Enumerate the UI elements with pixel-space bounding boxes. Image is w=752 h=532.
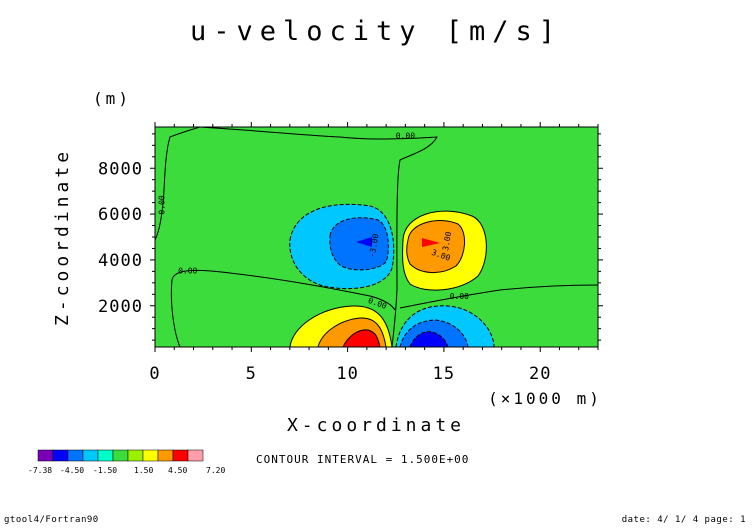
- zero-contours: [154, 126, 599, 348]
- chart-title: u-velocity [m/s]: [190, 16, 562, 47]
- zero-contour-mid: [170, 269, 396, 348]
- colorbar-swatch: [112, 449, 129, 462]
- upper-positive-cell: [402, 210, 487, 291]
- y-axis-label: Z-coordinate: [52, 148, 73, 326]
- contour-fill-darkblue: [356, 237, 372, 247]
- x-axis-ticks: 0 5 10 15 20: [149, 122, 551, 384]
- contour-label: -3.00: [368, 233, 381, 258]
- colorbar-swatch: [97, 449, 114, 462]
- colorbar-swatch: [127, 449, 144, 462]
- zero-contour-right-mid: [399, 284, 599, 309]
- contour-plot-area: 0.000.000.000.00 0.00-3.00 3.003.00: [152, 124, 601, 350]
- x-tick-label: 15: [433, 364, 455, 384]
- x-tick-label: 5: [246, 364, 257, 384]
- colorbar-swatch: [172, 449, 189, 462]
- colorbar-swatch: [187, 449, 204, 462]
- zero-contour-top: [199, 126, 438, 348]
- colorbar-label: -4.50: [60, 466, 84, 475]
- y-axis-ticks: 2000 4000 6000 8000: [98, 159, 603, 317]
- y-tick-label: 8000: [98, 159, 143, 179]
- colorbar-label: 1.50: [134, 466, 153, 475]
- contour-label: 0.00: [158, 195, 167, 214]
- colorbar-swatch: [52, 449, 69, 462]
- contour-fill-red-low: [342, 329, 381, 348]
- contour-label: 0.00: [450, 292, 469, 301]
- x-axis-label: X-coordinate: [287, 415, 465, 436]
- x-axis-unit: (×1000 m): [488, 389, 602, 408]
- colorbar-label: 4.50: [168, 466, 187, 475]
- y-tick-label: 4000: [98, 251, 143, 271]
- minor-ticks: [152, 124, 601, 350]
- contour-label: 3.00: [441, 231, 453, 252]
- y-axis-unit: (m): [93, 89, 131, 108]
- lower-negative-cell: [395, 305, 495, 348]
- colorbar-swatch: [37, 449, 54, 462]
- colorbar-swatch: [82, 449, 99, 462]
- contour-fill-orange: [406, 220, 465, 273]
- footer-right: date: 4/ 1/ 4 page: 1: [621, 515, 746, 525]
- colorbar-label: -7.38: [28, 466, 52, 475]
- contour-interval: CONTOUR INTERVAL = 1.500E+00: [256, 453, 469, 466]
- lower-positive-cell: [289, 305, 393, 348]
- colorbar: -7.38 -4.50 -1.50 1.50 4.50 7.20: [28, 449, 225, 475]
- colorbar-swatch: [157, 449, 174, 462]
- y-tick-label: 2000: [98, 297, 143, 317]
- x-tick-label: 10: [336, 364, 358, 384]
- y-tick-label: 6000: [98, 205, 143, 225]
- footer-left: gtool4/Fortran90: [4, 515, 99, 525]
- contour-label: 0.00: [178, 267, 197, 276]
- colorbar-label: -1.50: [93, 466, 117, 475]
- contour-fill-red: [422, 238, 440, 247]
- contour-fill-blue: [329, 217, 389, 271]
- x-tick-label: 0: [149, 364, 160, 384]
- x-tick-label: 20: [529, 364, 551, 384]
- zero-contour-left-upper: [154, 126, 201, 241]
- colorbar-swatch: [67, 449, 84, 462]
- contour-fill-darkblue-low: [409, 331, 449, 348]
- colorbar-label: 7.20: [206, 466, 225, 475]
- contour-label: 0.00: [396, 131, 415, 140]
- colorbar-swatch: [142, 449, 159, 462]
- upper-negative-cell: [289, 203, 395, 290]
